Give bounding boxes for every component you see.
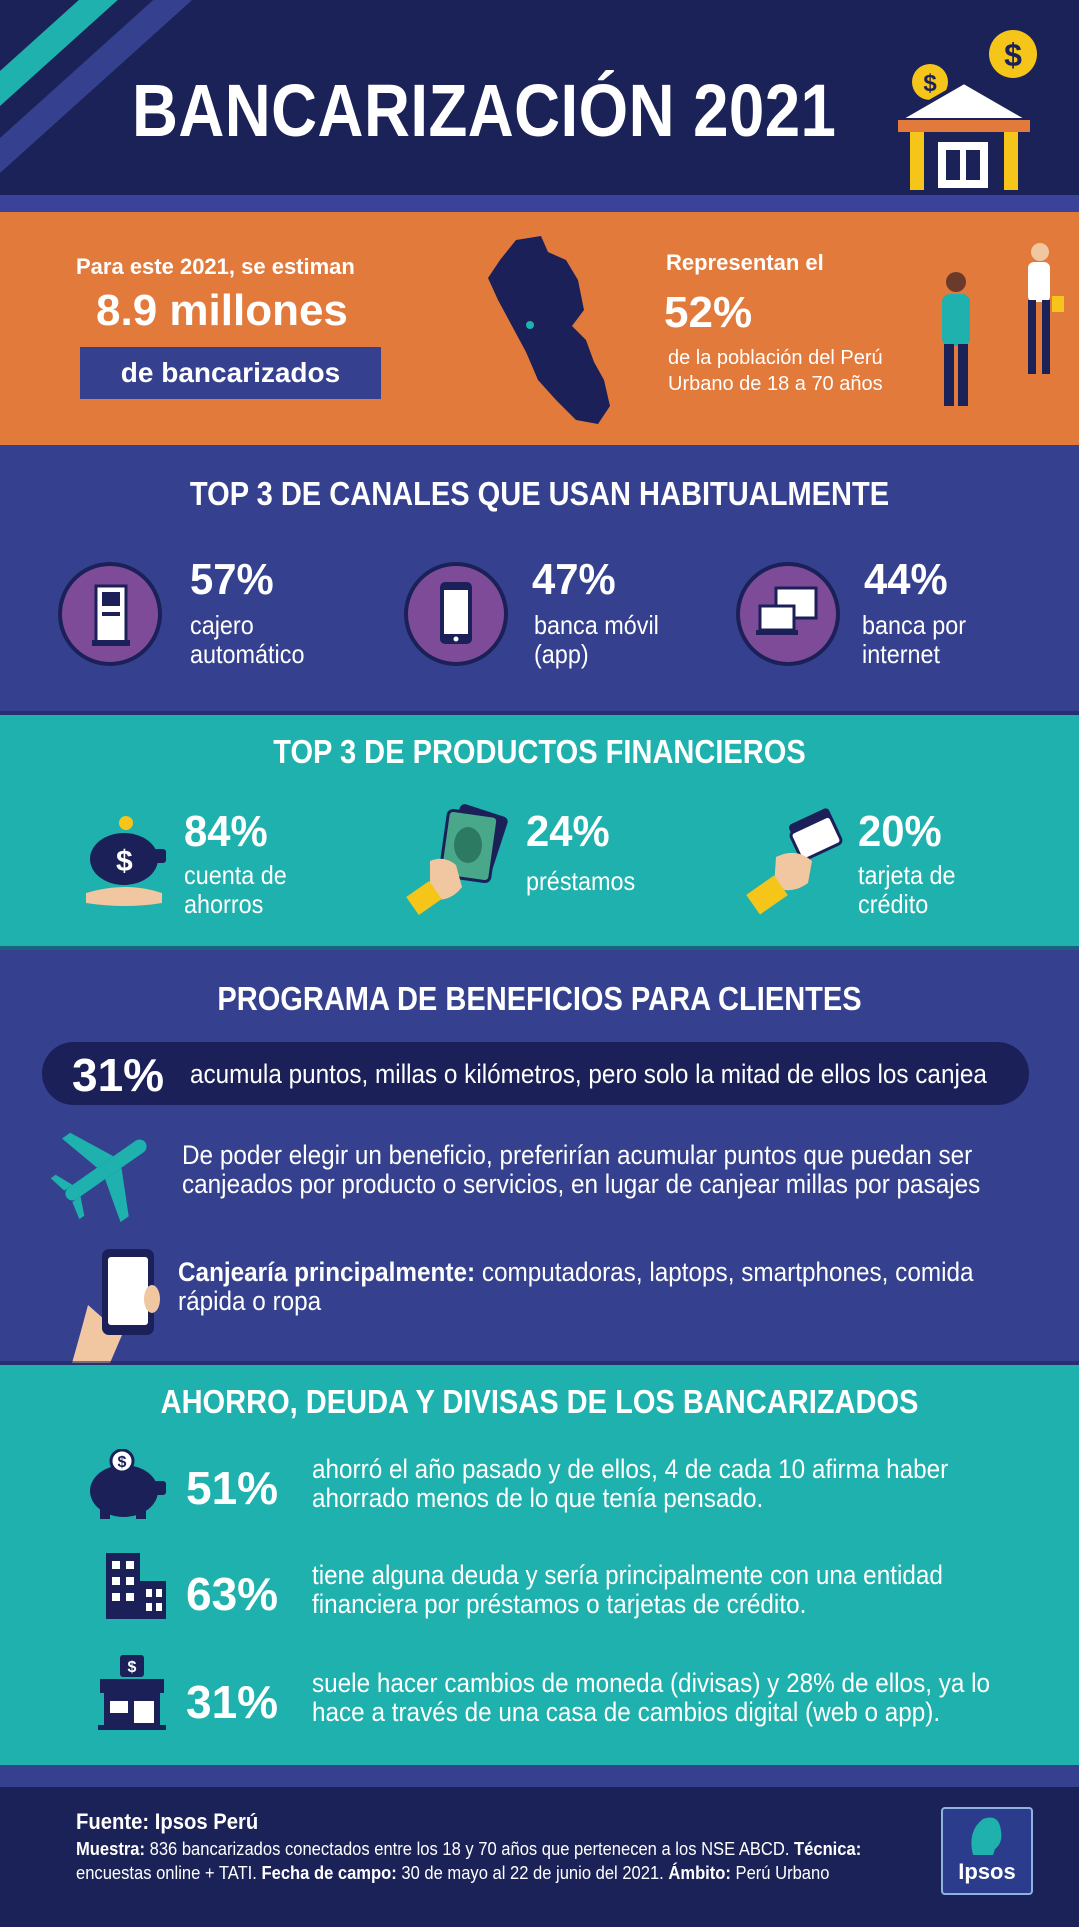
- technique-text: encuestas online + TATI.: [76, 1863, 262, 1883]
- smartphone-icon: [440, 582, 472, 644]
- sample-text: 836 bancarizados conectados entre los 18…: [145, 1839, 795, 1859]
- channels-section: TOP 3 DE CANALES QUE USAN HABITUALMENTE …: [0, 445, 1079, 715]
- people-illustration-icon: [942, 243, 1064, 406]
- points-text: acumula puntos, millas o kilómetros, per…: [190, 1059, 987, 1089]
- channel-pct: 57%: [190, 555, 274, 604]
- redeem-label: Canjearía principalmente:: [178, 1257, 476, 1287]
- estimate-value: 8.9 millones: [96, 286, 348, 335]
- redeem-text: Canjearía principalmente: computadoras, …: [178, 1258, 974, 1287]
- technique-label: Técnica:: [794, 1839, 862, 1859]
- channel-label: cajero: [190, 610, 254, 640]
- svg-text:$: $: [116, 845, 133, 878]
- svg-text:$: $: [1004, 37, 1022, 73]
- footer: Fuente: Ipsos Perú Muestra: 836 bancariz…: [0, 1787, 1079, 1927]
- channel-pct: 44%: [864, 555, 948, 604]
- product-pct: 84%: [184, 807, 268, 856]
- savings-section: AHORRO, DEUDA Y DIVISAS DE LOS BANCARIZA…: [0, 1365, 1079, 1765]
- fieldwork-text: 30 de mayo al 22 de junio del 2021.: [396, 1863, 669, 1883]
- piggy-bank-hand-icon: $: [86, 816, 166, 906]
- scope-text: Perú Urbano: [730, 1863, 830, 1883]
- atm-icon: [92, 584, 130, 646]
- methodology-line: Muestra: 836 bancarizados conectados ent…: [76, 1839, 861, 1860]
- channel-label: banca móvil: [534, 610, 659, 640]
- airplane-icon: [50, 1132, 147, 1223]
- product-pct: 20%: [858, 807, 942, 856]
- debt-pct: 63%: [186, 1568, 279, 1620]
- bank-with-coins-icon: $ $: [890, 30, 1038, 195]
- products-title: TOP 3 DE PRODUCTOS FINANCIEROS: [273, 733, 806, 770]
- currency-text: suele hacer cambios de moneda (divisas) …: [312, 1668, 991, 1698]
- product-label: cuenta de: [184, 860, 287, 890]
- header-band: [0, 195, 1079, 212]
- currency-text: hace a través de una casa de cambios dig…: [312, 1697, 941, 1727]
- debt-text: tiene alguna deuda y sería principalment…: [312, 1560, 943, 1590]
- divider: [0, 1361, 1079, 1365]
- redeem-items: computadoras, laptops, smartphones, comi…: [475, 1257, 974, 1287]
- savings-title: AHORRO, DEUDA Y DIVISAS DE LOS BANCARIZA…: [160, 1383, 919, 1420]
- hand-cash-icon: [406, 804, 508, 915]
- exchange-store-icon: $: [98, 1655, 166, 1730]
- svg-text:$: $: [923, 70, 937, 97]
- represent-desc-2: Urbano de 18 a 70 años: [668, 373, 883, 395]
- hand-phone-icon: [72, 1249, 160, 1363]
- piggy-bank-icon: $: [90, 1449, 166, 1519]
- currency-pct: 31%: [186, 1676, 279, 1728]
- savings-text: ahorrado menos de lo que tenía pensado.: [312, 1483, 764, 1513]
- channels-title: TOP 3 DE CANALES QUE USAN HABITUALMENTE: [189, 475, 890, 512]
- smartphone-icon-circle: [404, 562, 508, 666]
- peru-map-icon: [488, 236, 610, 424]
- benefits-section: PROGRAMA DE BENEFICIOS PARA CLIENTES 31%…: [0, 950, 1079, 1365]
- product-pct: 24%: [526, 807, 610, 856]
- channel-label: (app): [534, 639, 589, 669]
- represent-desc-1: de la población del Perú: [668, 347, 883, 369]
- savings-text: ahorró el año pasado y de ellos, 4 de ca…: [312, 1454, 949, 1484]
- product-label: préstamos: [526, 866, 636, 896]
- ipsos-logo-text: Ipsos: [958, 1859, 1016, 1884]
- fieldwork-label: Fecha de campo:: [261, 1863, 397, 1883]
- computer-icon: [756, 586, 818, 635]
- building-icon: [106, 1553, 166, 1619]
- benefit-preference-text: De poder elegir un beneficio, preferiría…: [182, 1140, 973, 1170]
- divider: [0, 946, 1079, 950]
- estimate-intro: Para este 2021, se estiman: [76, 254, 355, 279]
- redeem-text: rápida o ropa: [178, 1286, 322, 1316]
- svg-text:$: $: [128, 1659, 137, 1676]
- sample-label: Muestra:: [76, 1839, 146, 1859]
- channel-label: internet: [862, 639, 941, 669]
- channel-label: automático: [190, 639, 305, 669]
- methodology-line: encuestas online + TATI. Fecha de campo:…: [76, 1863, 829, 1884]
- represent-value: 52%: [664, 288, 753, 337]
- estimate-section: Para este 2021, se estiman 8.9 millones …: [0, 212, 1079, 445]
- page-title: BANCARIZACIÓN 2021: [132, 69, 837, 152]
- svg-text:$: $: [118, 1454, 127, 1471]
- header: BANCARIZACIÓN 2021 $ $: [0, 0, 1079, 195]
- source-label: Fuente: Ipsos Perú: [76, 1809, 259, 1834]
- benefits-title: PROGRAMA DE BENEFICIOS PARA CLIENTES: [217, 980, 862, 1017]
- footer-band: [0, 1765, 1079, 1787]
- scope-label: Ámbito:: [668, 1863, 731, 1883]
- product-label: ahorros: [184, 889, 264, 919]
- points-highlight: 31% acumula puntos, millas o kilómetros,…: [42, 1042, 1029, 1105]
- ipsos-logo: Ipsos: [941, 1807, 1033, 1895]
- product-label: crédito: [858, 889, 929, 919]
- represent-intro: Representan el: [666, 250, 824, 275]
- channel-pct: 47%: [532, 555, 616, 604]
- channel-label: banca por: [862, 610, 967, 640]
- debt-text: financiera por préstamos o tarjetas de c…: [312, 1589, 807, 1619]
- savings-pct: 51%: [186, 1462, 279, 1514]
- estimate-box: de bancarizados: [80, 347, 381, 399]
- atm-icon-circle: [58, 562, 162, 666]
- ipsos-face-icon: [971, 1817, 1002, 1855]
- points-pct: 31%: [72, 1049, 165, 1101]
- computer-icon-circle: [736, 562, 840, 666]
- hand-card-icon: [746, 808, 843, 915]
- products-section: TOP 3 DE PRODUCTOS FINANCIEROS $ 84% cue…: [0, 715, 1079, 950]
- divider: [0, 711, 1079, 715]
- product-label: tarjeta de: [858, 860, 956, 890]
- benefit-preference-text: canjeados por producto o servicios, en l…: [182, 1169, 981, 1199]
